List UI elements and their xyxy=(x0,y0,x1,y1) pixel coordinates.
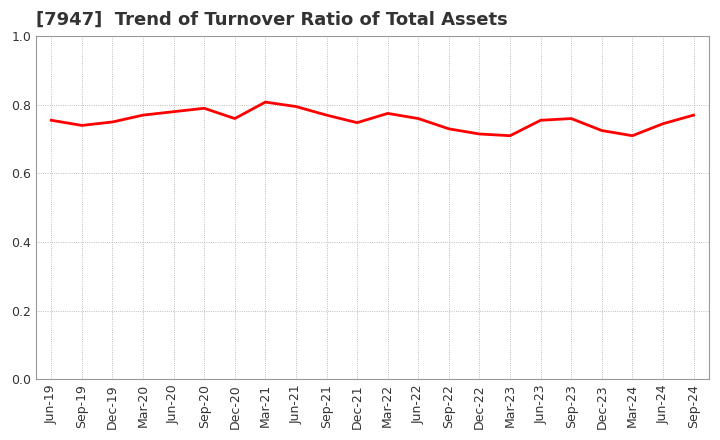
Text: [7947]  Trend of Turnover Ratio of Total Assets: [7947] Trend of Turnover Ratio of Total … xyxy=(36,11,508,29)
